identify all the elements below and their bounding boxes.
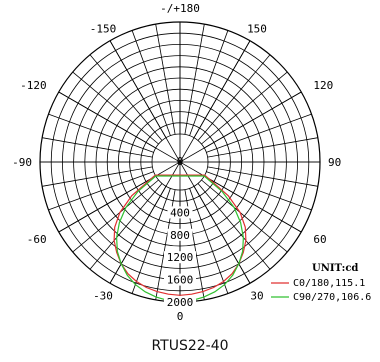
legend: UNIT:cd C0/180,115.1 C90/270,106.6 bbox=[271, 263, 371, 303]
polar-grid bbox=[39, 21, 321, 303]
legend-label-c0-180: C0/180,115.1 bbox=[293, 278, 365, 289]
grid-spoke bbox=[89, 183, 163, 270]
chart-caption: RTUS22-40 bbox=[151, 338, 229, 354]
angle-tick-label: -150 bbox=[90, 23, 117, 36]
radial-tick-label: 1200 bbox=[167, 251, 194, 264]
grid-spoke bbox=[201, 71, 288, 145]
radial-label-bg bbox=[167, 206, 193, 219]
radial-tick-label: 2000 bbox=[167, 296, 194, 309]
angle-tick-label: -60 bbox=[27, 233, 47, 246]
radial-tick-label: 400 bbox=[170, 206, 190, 219]
angle-tick-label: -30 bbox=[93, 289, 113, 302]
radial-label-bg bbox=[164, 273, 196, 286]
radial-tick-label: 1600 bbox=[167, 274, 194, 287]
grid-diameter bbox=[109, 40, 251, 284]
unit-label: UNIT:cd bbox=[312, 263, 358, 274]
grid-spoke bbox=[72, 179, 159, 253]
grid-spoke bbox=[207, 166, 318, 187]
angle-tick-label: 150 bbox=[247, 23, 267, 36]
grid-spoke bbox=[207, 137, 318, 158]
grid-spoke bbox=[189, 30, 229, 136]
angle-labels: -/+180 -150 150 -120 120 -90 90 -60 60 -30 30 0 bbox=[12, 2, 341, 323]
grid-spoke bbox=[189, 188, 229, 294]
legend-label-c90-270: C90/270,106.6 bbox=[293, 292, 371, 303]
grid-spoke bbox=[42, 137, 153, 158]
angle-tick-label: 120 bbox=[313, 79, 333, 92]
radial-tick-label: 800 bbox=[170, 229, 190, 242]
grid-spoke bbox=[72, 71, 159, 145]
grid-spoke bbox=[131, 30, 171, 136]
grid-spoke bbox=[201, 179, 288, 253]
grid-spoke bbox=[131, 188, 171, 294]
radial-labels: 0 400 800 1200 1600 2000 bbox=[164, 155, 196, 309]
angle-tick-label: -120 bbox=[20, 79, 47, 92]
grid-spoke bbox=[48, 171, 154, 211]
grid-spoke bbox=[48, 113, 154, 153]
angle-tick-label: 0 bbox=[177, 310, 184, 323]
grid-spoke bbox=[184, 24, 205, 135]
angle-tick-label: -/+180 bbox=[160, 2, 200, 15]
angle-tick-label: -90 bbox=[12, 156, 32, 169]
grid-spoke bbox=[206, 171, 312, 211]
grid-spoke bbox=[206, 113, 312, 153]
series-curve-0 bbox=[113, 174, 247, 296]
grid-spoke bbox=[42, 166, 153, 187]
radial-label-bg bbox=[164, 296, 196, 308]
grid-spoke bbox=[197, 54, 271, 141]
angle-tick-label: 90 bbox=[328, 156, 341, 169]
radial-label-bg bbox=[164, 251, 196, 264]
grid-spoke bbox=[89, 54, 163, 141]
grid-spoke bbox=[155, 24, 176, 135]
angle-tick-label: 60 bbox=[313, 233, 326, 246]
radial-tick-label: 0 bbox=[177, 155, 184, 168]
grid-spoke bbox=[197, 183, 271, 270]
radial-label-bg bbox=[167, 228, 193, 241]
angle-tick-label: 30 bbox=[250, 289, 263, 302]
